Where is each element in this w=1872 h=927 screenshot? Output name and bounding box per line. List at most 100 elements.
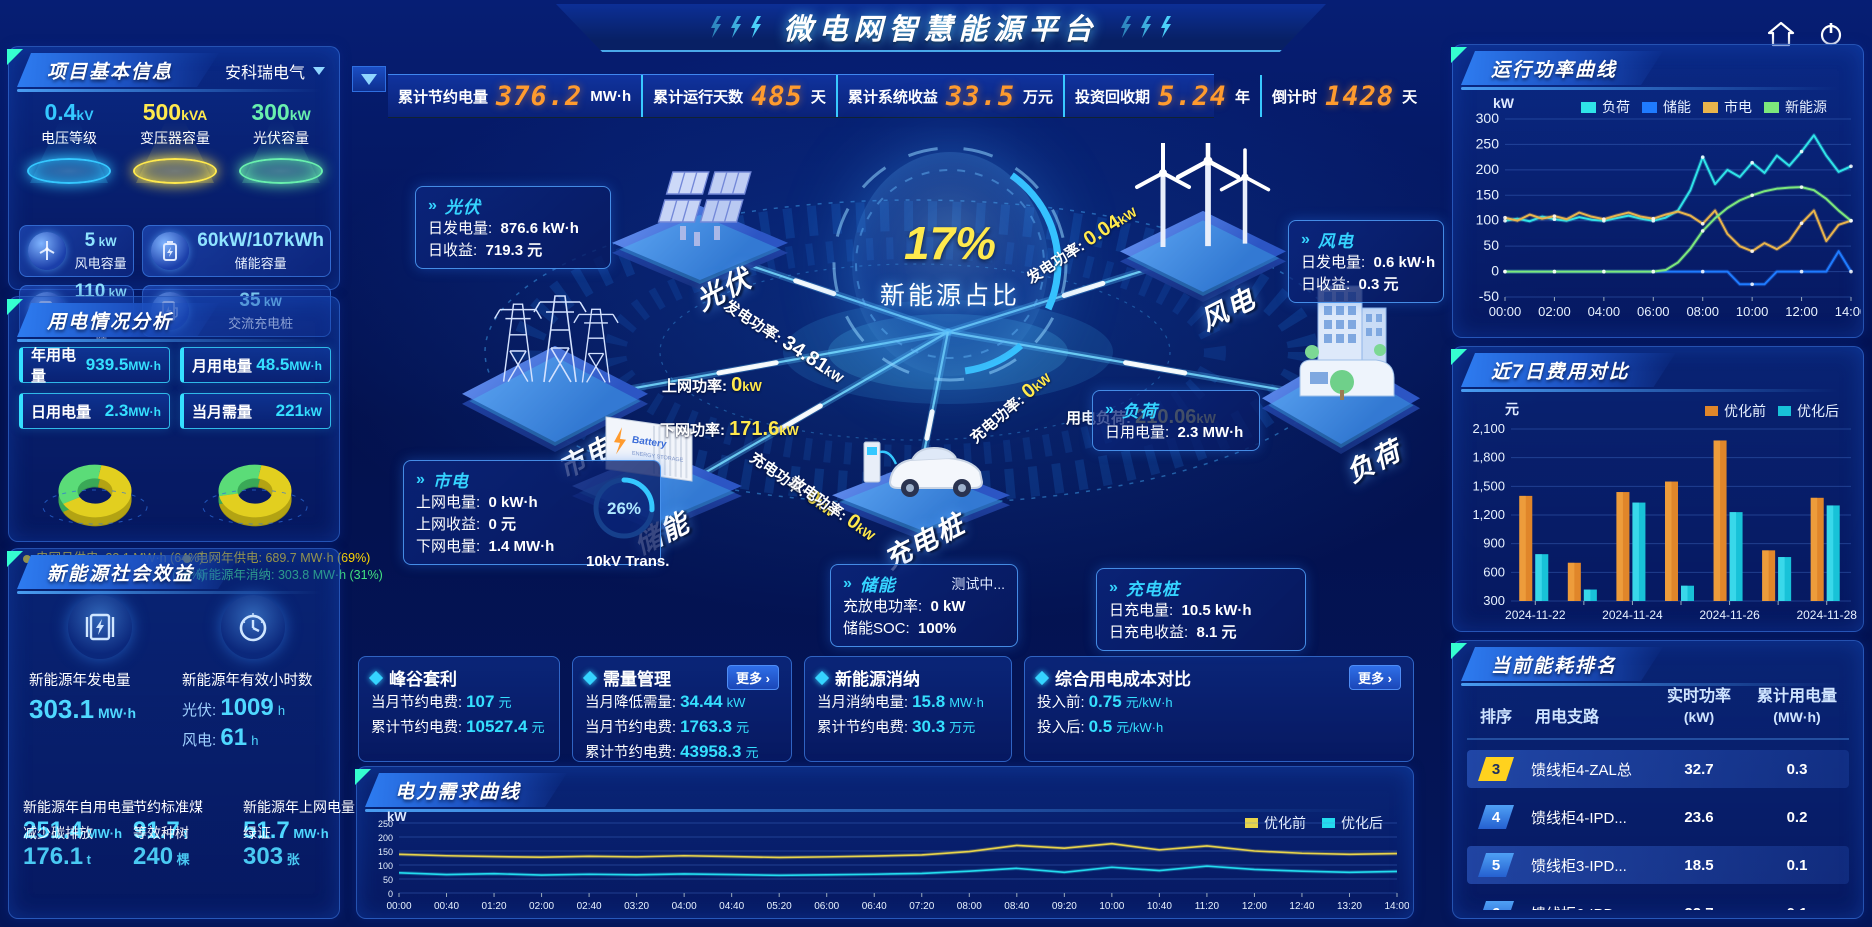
legend-item[interactable]: 优化前 [1245, 813, 1306, 833]
stat-item-label: 倒计时 [1272, 88, 1318, 106]
company-select[interactable]: 安科瑞电气 [225, 59, 325, 83]
benefit-metric: 新能源年自用电量 251.4 MW·h [23, 797, 135, 845]
svg-text:02:00: 02:00 [1538, 304, 1571, 319]
stat-item-unit: 万元 [1022, 88, 1053, 106]
more-button[interactable]: 更多 › [1349, 665, 1401, 690]
panel-demand-curve: 电力需求曲线 kW 优化前 优化后 250 200 150 100 50 0 00:00 00:… [355, 766, 1414, 919]
node-wind [1120, 123, 1286, 302]
new-energy-share-sphere: 17% 新能源占比 [852, 152, 1048, 376]
legend-item[interactable]: 优化后 [1778, 401, 1839, 421]
platform-top [462, 345, 648, 442]
column-header: 用电支路 [1535, 709, 1600, 726]
legend-item[interactable]: 市电 [1703, 97, 1752, 117]
stat-item: 累计运行天数 485 天 [641, 75, 836, 117]
platform-edge [1126, 220, 1280, 296]
benefit-value: 51.7 MW·h [243, 817, 329, 844]
svg-text:0: 0 [388, 889, 393, 899]
stat-item-value: 33.5 [945, 80, 1015, 112]
benefit-value: 303.1 MW·h [29, 694, 137, 724]
stat-item-unit: 年 [1235, 88, 1251, 106]
capacity-pedestal: 300kW 光伏容量 [231, 95, 331, 184]
benefit-value: 251.4 MW·h [23, 817, 123, 844]
y-axis-unit: 元 [1505, 401, 1519, 417]
legend-item[interactable]: 储能 [1642, 97, 1691, 117]
more-button[interactable]: 更多 › [727, 665, 779, 690]
callout-row: 日充电收益: 8.1 元 [1109, 624, 1237, 641]
summary-card-row: 投入后: 0.5 元/kW·h [1037, 717, 1164, 736]
column-header: 实时功率 (kW) [1666, 688, 1731, 725]
svg-text:12:00: 12:00 [1242, 901, 1267, 912]
callout-row: 储能SOC: 100% [843, 620, 957, 637]
usage-stat-value: 2.3MW·h [104, 401, 161, 420]
branch-cell: 馈线柜4-ZAL总 [1531, 761, 1632, 779]
table-row[interactable]: 5 馈线柜3-IPD... 18.5 0.1 [1467, 846, 1849, 884]
summary-card: 新能源消纳 当月消纳电量: 15.8 MW·h 累计节约电费: 30.3 万元 [804, 656, 1012, 762]
callout-arrow-icon: » [416, 470, 425, 488]
legend-item[interactable]: 优化前 [1705, 401, 1766, 421]
callout-row: 上网电量: 0 kW·h [416, 494, 538, 511]
transmission-towers-icon [480, 274, 630, 409]
benefit-label: 减少碳排放 [23, 825, 93, 841]
stat-item-value: 376.2 [496, 80, 583, 112]
platform-side [1120, 220, 1286, 302]
usage-stat-label: 月用电量 [192, 357, 253, 375]
svg-text:07:20: 07:20 [909, 901, 934, 912]
stat-bar-collapse-toggle[interactable] [352, 66, 386, 92]
table-row[interactable]: 4 馈线柜4-IPD... 23.6 0.2 [1467, 798, 1849, 836]
svg-text:04:00: 04:00 [672, 901, 697, 912]
svg-text:100: 100 [378, 861, 393, 871]
wind-turbines-icon [1133, 123, 1273, 266]
benefit-value: 303 张 [243, 843, 300, 870]
flow-label-pv-gen: 发电功率: 34.81kW [720, 297, 846, 387]
node-charger [832, 420, 1010, 540]
glow-disc-decoration [133, 158, 217, 184]
svg-text:08:40: 08:40 [1004, 901, 1029, 912]
table-row[interactable]: 3 馈线柜4-ZAL总 32.7 0.3 [1467, 750, 1849, 788]
benefit-metric: 节约标准煤 91.7 t [133, 797, 243, 845]
svg-text:-50: -50 [1479, 288, 1499, 304]
legend-item[interactable]: 负荷 [1581, 97, 1630, 117]
usage-stat: 日用电量 2.3MW·h [19, 393, 170, 429]
callout-header: » 负荷 [1105, 397, 1247, 422]
stat-item-unit: MW·h [590, 87, 632, 105]
svg-text:2024-11-28: 2024-11-28 [1796, 608, 1857, 622]
callout-row: 充放电功率: 0 kW [843, 598, 966, 615]
wind-turbine-icon [28, 232, 66, 270]
svg-text:2024-11-26: 2024-11-26 [1699, 608, 1760, 622]
rank-badge: 3 [1478, 757, 1514, 781]
y-axis-unit: kW [387, 809, 407, 824]
panel-corner-icon [1451, 47, 1467, 63]
table-row[interactable]: 6 馈线柜6-IPD22.70.1 [1467, 894, 1849, 910]
usage-stat-label: 日用电量 [31, 403, 92, 421]
svg-text:2024-11-24: 2024-11-24 [1602, 608, 1663, 622]
node-pv [612, 162, 788, 290]
summary-card-row: 当月节约电费: 107 元 [371, 692, 512, 711]
platform-side [462, 355, 648, 452]
panel-title: 当前能耗排名 [1461, 647, 1663, 681]
benefit-label: 新能源年自用电量 [23, 799, 135, 815]
panel-title: 近7日费用对比 [1461, 353, 1676, 387]
benefit-label: 绿证 [243, 825, 271, 841]
clock-icon [220, 595, 285, 659]
summary-card-title: 需量管理 [603, 670, 671, 689]
battery-icon [151, 232, 190, 270]
callout-arrow-icon: » [428, 196, 437, 214]
pedestal-value: 0.4kV [44, 99, 94, 125]
summary-card-header: 综合用电成本对比 更多 › [1034, 665, 1401, 690]
legend-item[interactable]: 新能源 [1764, 97, 1827, 117]
stat-item-label: 累计节约电量 [398, 88, 489, 106]
legend-swatch [1642, 101, 1657, 113]
branch-cell: 馈线柜6-IPD [1525, 903, 1653, 911]
benefit-value: 240 棵 [133, 843, 190, 870]
diamond-icon [1034, 670, 1050, 685]
summary-card-row: 当月降低需量: 34.44 kW [585, 692, 746, 711]
callout-row: 下网电量: 1.4 MW·h [416, 538, 555, 555]
panel-title: 运行功率曲线 [1461, 51, 1663, 85]
legend-item[interactable]: 优化后 [1322, 813, 1383, 833]
svg-text:10:00: 10:00 [1736, 304, 1769, 319]
energy-ranking-table: 排序 用电支路 实时功率 (kW) 累计用电量 (MW·h) 3 馈线柜4-ZAL总 32.7 0… [1467, 687, 1849, 910]
benefit-metric: 减少碳排放 176.1 t [23, 823, 133, 871]
svg-text:03:20: 03:20 [624, 901, 649, 912]
lightning-decoration-icon [1119, 16, 1173, 38]
